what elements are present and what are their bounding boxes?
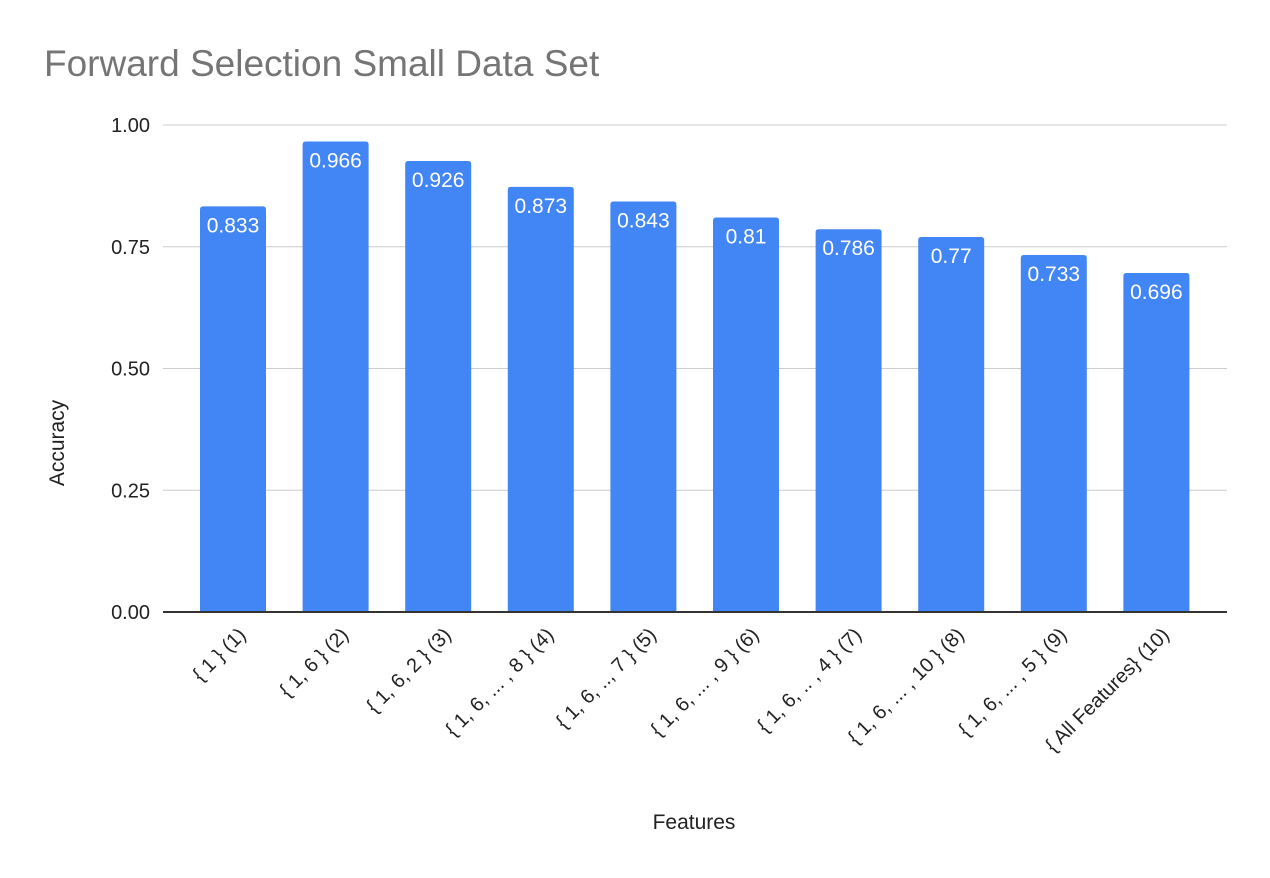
y-axis-title: Accuracy (46, 399, 69, 486)
bar (507, 186, 574, 612)
bar-value-label: 0.733 (1028, 263, 1081, 286)
x-tick-label: { 1 } (1) (189, 624, 251, 686)
bar-value-label: 0.833 (207, 214, 260, 237)
bar (302, 141, 369, 613)
bar (610, 201, 677, 613)
bar-value-label: 0.77 (931, 245, 972, 268)
bar (918, 237, 985, 612)
x-tick-label: { 1, 6, ... , 8 } (4) (441, 624, 558, 741)
bar (200, 206, 266, 613)
y-tick-label: 0.25 (111, 480, 150, 502)
bars (200, 141, 1190, 613)
x-tick-label: { 1, 6, 2 } (3) (362, 624, 455, 717)
x-tick-label: { 1, 6, .. , 4 } (7) (753, 624, 866, 737)
y-tick-label: 0.50 (111, 359, 150, 381)
x-axis-title: Features (653, 811, 736, 834)
bar-value-label: 0.966 (309, 150, 362, 173)
x-tick-label: { 1, 6 } (2) (275, 624, 353, 702)
bar (713, 217, 779, 612)
y-tick-label: 0.75 (111, 237, 150, 259)
bar-value-label: 0.926 (412, 169, 465, 192)
x-tick-label: { 1, 6, .., 7 } (5) (552, 624, 661, 733)
x-tick-label: { 1, 6, ... , 9 } (6) (647, 624, 764, 741)
data-labels: 0.833 0.966 0.926 0.873 0.843 0.81 0.786 0.77 0.… (207, 150, 1183, 304)
bar-value-label: 0.843 (617, 209, 670, 232)
bar-value-label: 0.786 (822, 237, 875, 260)
bar (1020, 255, 1087, 613)
bar (405, 161, 472, 612)
x-axis-ticks: { 1 } (1){ 1, 6 } (2){ 1, 6, 2 } (3){ 1,… (189, 624, 1174, 757)
bar-value-label: 0.873 (515, 195, 568, 218)
y-tick-label: 0.00 (111, 602, 150, 624)
x-tick-label: { 1, 6, ... , 5 } (9) (954, 624, 1071, 741)
bar (815, 229, 882, 612)
y-tick-label: 1.00 (111, 115, 150, 137)
chart-title: Forward Selection Small Data Set (44, 43, 600, 84)
y-axis-ticks: 0.00 0.25 0.50 0.75 1.00 (111, 115, 150, 624)
bar-value-label: 0.696 (1130, 281, 1183, 304)
bar (1123, 273, 1190, 612)
bar-value-label: 0.81 (726, 226, 767, 249)
